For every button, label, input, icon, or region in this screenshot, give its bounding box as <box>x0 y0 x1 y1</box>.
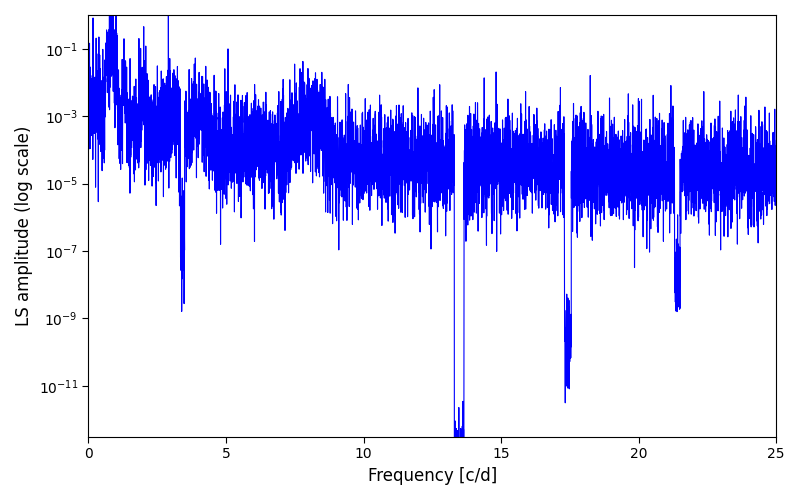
Y-axis label: LS amplitude (log scale): LS amplitude (log scale) <box>15 126 33 326</box>
X-axis label: Frequency [c/d]: Frequency [c/d] <box>368 467 497 485</box>
